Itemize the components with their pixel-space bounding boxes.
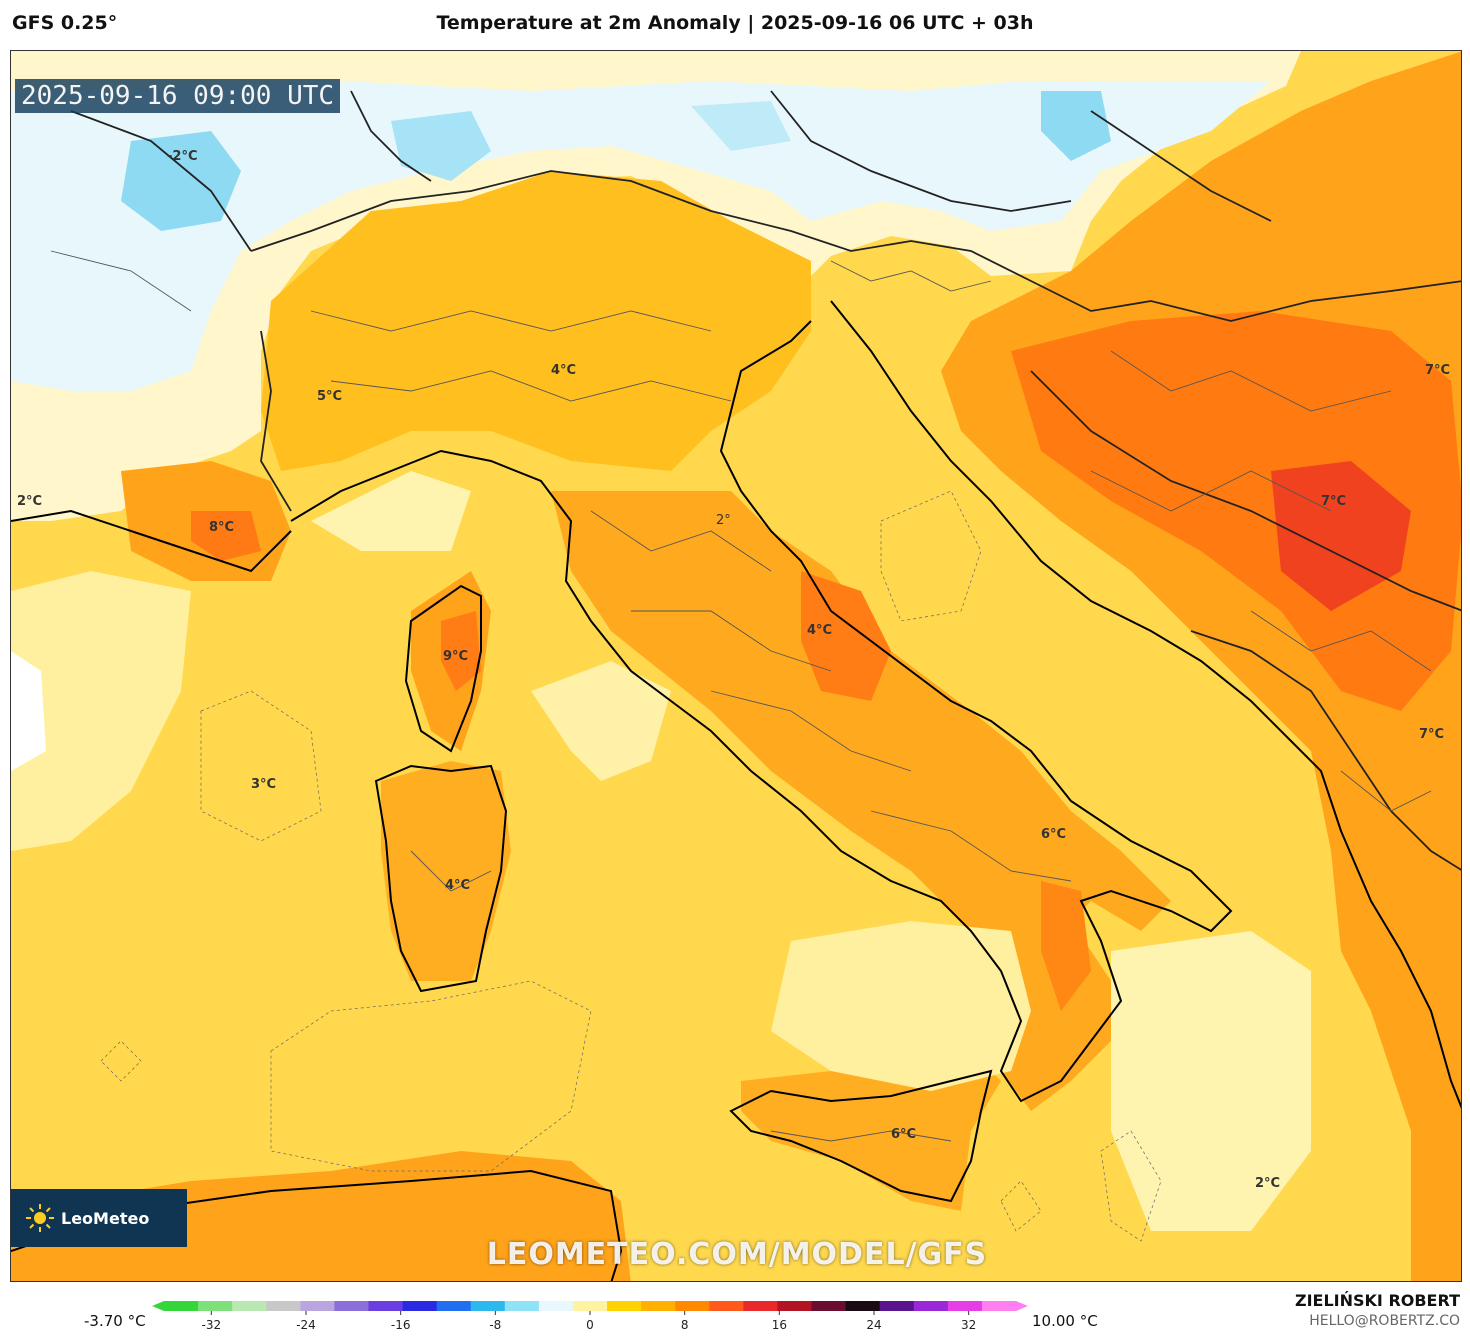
- colorbar-swatch: [300, 1301, 335, 1311]
- model-label: GFS 0.25°: [12, 12, 118, 34]
- watermark-url: LEOMETEO.COM/MODEL/GFS: [486, 1237, 988, 1272]
- anomaly-label-puglia: 6°C: [1041, 827, 1067, 842]
- colorbar-swatch: [368, 1301, 404, 1311]
- colorbar-tick-label: 0: [586, 1318, 594, 1332]
- author-credit: ZIELIŃSKI ROBERT: [1294, 1291, 1460, 1310]
- colorbar-swatch: [164, 1301, 199, 1311]
- blue-cold-patch-2: [391, 111, 491, 181]
- colorbar: -32 -24 -16 -8 0 8 16 24 32: [152, 1301, 1028, 1332]
- chart-title: Temperature at 2m Anomaly | 2025-09-16 0…: [436, 12, 1034, 34]
- colorbar-swatch: [675, 1301, 710, 1311]
- pale-sea-ligurian: [311, 471, 471, 551]
- anomaly-label-piedmont: 5°C: [317, 389, 343, 404]
- colorbar-swatch: [402, 1301, 438, 1311]
- colorbar-swatch: [538, 1301, 574, 1311]
- blue-cold-patch-1: [121, 131, 241, 231]
- colorbar-swatch: [641, 1301, 676, 1311]
- colorbar-swatch: [504, 1301, 540, 1311]
- anomaly-label-west-edge: 2°C: [17, 494, 43, 509]
- colorbar-min-arrow: [152, 1301, 164, 1311]
- colorbar-swatch: [845, 1301, 881, 1311]
- colorbar-tick-label: 8: [681, 1318, 689, 1332]
- sardinia-warm: [381, 761, 511, 981]
- anomaly-label-alps-west: -2°C: [167, 149, 198, 164]
- anomaly-label-provence: 8°C: [209, 520, 235, 535]
- pale-sea-west: [11, 571, 191, 851]
- colorbar-swatch: [777, 1301, 813, 1311]
- colorbar-tick-label: -16: [391, 1318, 411, 1332]
- anomaly-label-corsica: 9°C: [443, 649, 469, 664]
- anomaly-label-balkans-north: 7°C: [1425, 363, 1451, 378]
- colorbar-tick-label: -32: [202, 1318, 222, 1332]
- colorbar-swatch: [811, 1301, 847, 1311]
- colorbar-max-arrow: [1016, 1301, 1028, 1311]
- colorbar-swatch: [334, 1301, 370, 1311]
- logo-text: LeoMeteo: [61, 1208, 150, 1228]
- adriatic-east-coastline: [830, 300, 1461, 1109]
- country-borders: [70, 90, 1461, 871]
- calabria-hot: [1041, 881, 1091, 1011]
- white-patch-west: [11, 651, 46, 771]
- sun-icon: [26, 1204, 54, 1232]
- anomaly-label-po-valley: 4°C: [551, 363, 577, 378]
- colorbar-swatch: [709, 1301, 744, 1311]
- regional-borders: [50, 250, 1432, 1142]
- colorbar-tick-label: 32: [961, 1318, 976, 1332]
- valid-time-badge: 2025-09-16 09:00 UTC: [15, 79, 341, 113]
- provence-hot: [191, 511, 261, 561]
- anomaly-label-sicily: 6°C: [891, 1127, 917, 1142]
- italy-coastline: [290, 320, 1233, 1103]
- colorbar-tick-label: -8: [489, 1318, 501, 1332]
- africa-warm: [11, 1151, 631, 1281]
- blue-cold-patch-4: [691, 101, 791, 151]
- anomaly-label-tuscany: 2°: [716, 513, 731, 528]
- colorbar-max-label: 10.00 °C: [1032, 1312, 1098, 1330]
- sicily-warm: [741, 1061, 1001, 1211]
- colorbar-swatch: [879, 1301, 915, 1311]
- colorbar-swatch: [743, 1301, 779, 1311]
- colorbar-swatch: [436, 1301, 472, 1311]
- corsica-hot: [441, 611, 481, 691]
- france-coastline: [11, 509, 292, 573]
- colorbar-swatch: [198, 1301, 233, 1311]
- corsica-coastline: [404, 584, 482, 753]
- pale-sea-ionian: [771, 921, 1031, 1091]
- colorbar-swatch: [607, 1301, 642, 1311]
- anomaly-label-abruzzo: 4°C: [807, 623, 833, 638]
- anomaly-label-sardinia: 4°C: [445, 878, 471, 893]
- anomaly-label-balkans-center: 7°C: [1321, 494, 1347, 509]
- anomaly-map: [11, 51, 1461, 1281]
- anomaly-label-balkans-south: 7°C: [1419, 727, 1445, 742]
- colorbar-min-label: -3.70 °C: [84, 1312, 146, 1330]
- po-valley-warm: [261, 171, 811, 471]
- anomaly-contours: [100, 490, 1162, 1242]
- pale-sea-south-ionian: [1111, 931, 1311, 1231]
- sicily-coastline: [729, 1069, 993, 1203]
- colorbar-swatch: [266, 1301, 301, 1311]
- colorbar-swatch: [572, 1301, 608, 1311]
- colorbar-swatch: [913, 1301, 949, 1311]
- colorbar-tick-label: 24: [866, 1318, 881, 1332]
- balkans-hot-region: [1011, 311, 1461, 711]
- anomaly-label-ionian: 2°C: [1255, 1176, 1281, 1191]
- colorbar-tick-label: -24: [296, 1318, 316, 1332]
- colorbar-swatch: [470, 1301, 506, 1311]
- sardinia-coastline: [374, 764, 508, 993]
- leometeo-logo[interactable]: LeoMeteo: [11, 1189, 187, 1247]
- colorbar-swatch: [947, 1301, 983, 1311]
- blue-cold-patch-3: [1041, 91, 1111, 161]
- anomaly-label-tyrrhenian-west: 3°C: [251, 777, 277, 792]
- colorbar-tick-label: 16: [772, 1318, 787, 1332]
- pale-sea-tyrrhenian: [531, 661, 671, 781]
- colorbar-swatch: [981, 1301, 1017, 1311]
- colorbar-swatch: [232, 1301, 267, 1311]
- light-blue-region: [11, 81, 1271, 391]
- map-panel[interactable]: 2025-09-16 09:00 UTC -2°C 5°C 4°C 8°C 2°…: [10, 50, 1462, 1282]
- author-contact: HELLO@ROBERTZ.CO: [1309, 1313, 1460, 1329]
